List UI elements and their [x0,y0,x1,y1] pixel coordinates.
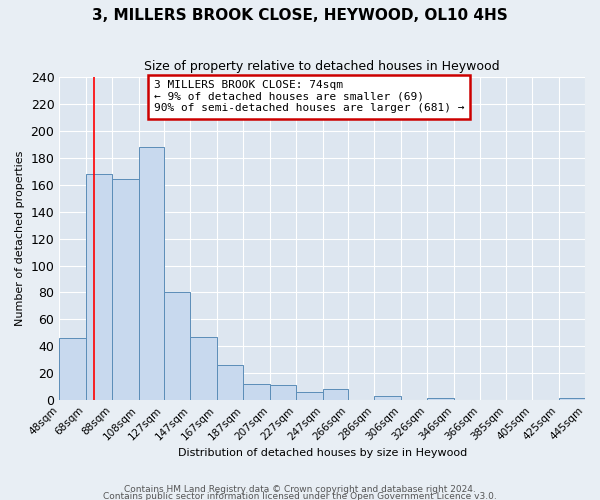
Bar [323,390,348,400]
Bar [296,392,323,400]
Bar [559,398,585,400]
Bar [164,292,190,400]
Bar [190,337,217,400]
Bar [270,386,296,400]
Bar [374,396,401,400]
Bar [427,398,454,400]
Text: 3, MILLERS BROOK CLOSE, HEYWOOD, OL10 4HS: 3, MILLERS BROOK CLOSE, HEYWOOD, OL10 4H… [92,8,508,22]
X-axis label: Distribution of detached houses by size in Heywood: Distribution of detached houses by size … [178,448,467,458]
Bar [86,174,112,400]
Bar [217,365,244,400]
Text: Contains HM Land Registry data © Crown copyright and database right 2024.: Contains HM Land Registry data © Crown c… [124,486,476,494]
Title: Size of property relative to detached houses in Heywood: Size of property relative to detached ho… [145,60,500,73]
Bar [112,180,139,400]
Bar [139,147,164,400]
Text: Contains public sector information licensed under the Open Government Licence v3: Contains public sector information licen… [103,492,497,500]
Bar [59,338,86,400]
Bar [244,384,270,400]
Y-axis label: Number of detached properties: Number of detached properties [15,151,25,326]
Text: 3 MILLERS BROOK CLOSE: 74sqm
← 9% of detached houses are smaller (69)
90% of sem: 3 MILLERS BROOK CLOSE: 74sqm ← 9% of det… [154,80,464,114]
